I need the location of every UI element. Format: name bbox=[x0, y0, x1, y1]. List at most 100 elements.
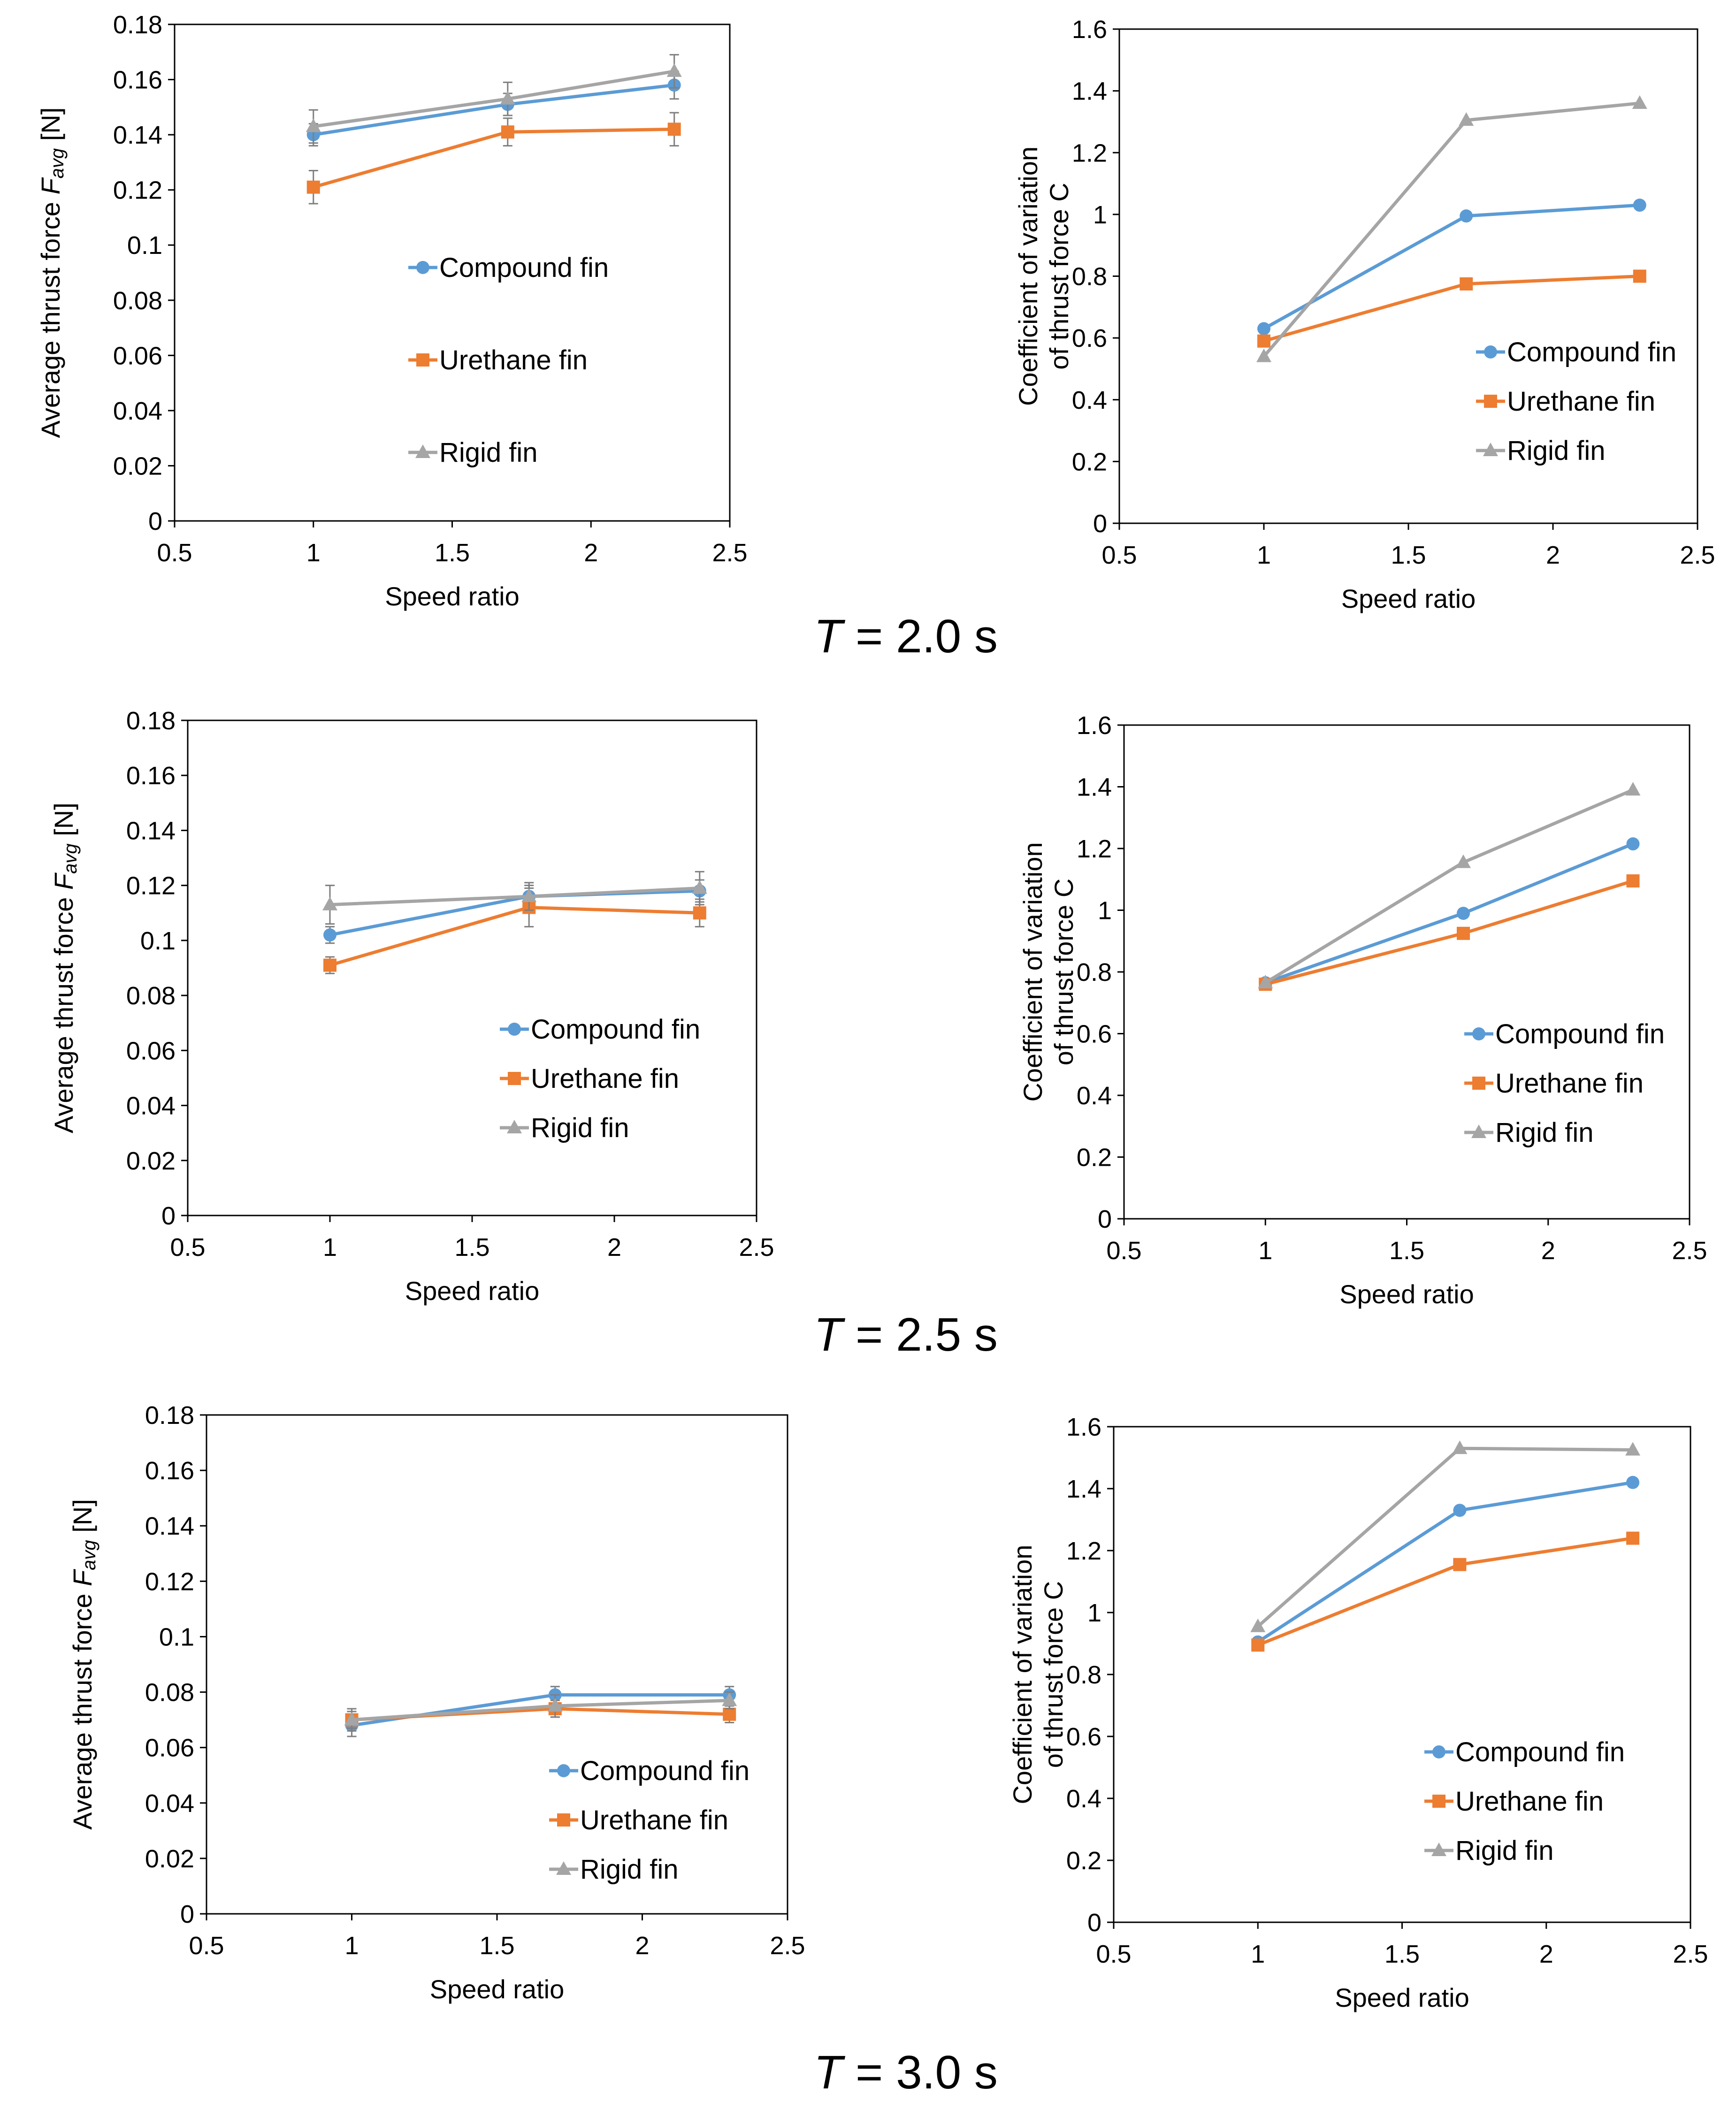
legend-label-compound-fin: Compound fin bbox=[580, 1756, 749, 1786]
legend-label-rigid-fin: Rigid fin bbox=[439, 437, 538, 468]
y-tick-label: 0.8 bbox=[1066, 1661, 1101, 1689]
data-point-compound-fin bbox=[1457, 907, 1470, 920]
series-urethane-fin bbox=[1259, 874, 1640, 991]
legend: Compound fin Urethane fin Rigid fin bbox=[1476, 337, 1676, 466]
y-axis-label: Coefficient of variation bbox=[1008, 1544, 1037, 1804]
y-axis-label: Coefficient of variation bbox=[1018, 842, 1048, 1101]
series-line-urethane-fin bbox=[352, 1707, 730, 1722]
x-axis-label: Speed ratio bbox=[385, 581, 519, 611]
series-line-compound-fin bbox=[1257, 1481, 1633, 1644]
x-tick-label: 1 bbox=[344, 1932, 359, 1960]
data-point-rigid-fin bbox=[500, 91, 515, 105]
data-point-urethane-fin bbox=[1626, 1531, 1640, 1545]
chart-panel-1-thrust: 0 0.02 0.04 0.06 0.08 0.1 0.12 0.14 0.16 0.18 0.5 1… bbox=[36, 11, 748, 611]
x-tick-label: 0.5 bbox=[1106, 1237, 1141, 1265]
x-tick-label: 2.5 bbox=[1680, 541, 1715, 569]
x-axis-label: Speed ratio bbox=[405, 1276, 539, 1306]
legend-marker-rigid-fin bbox=[415, 444, 430, 458]
data-point-urethane-fin bbox=[1460, 277, 1473, 291]
x-tick-label: 1.5 bbox=[1389, 1237, 1424, 1265]
series-rigid-fin bbox=[1258, 782, 1641, 989]
series-line-rigid-fin bbox=[329, 887, 700, 907]
data-point-urethane-fin bbox=[1457, 926, 1470, 940]
data-point-compound-fin bbox=[1453, 1504, 1467, 1517]
y-tick-label: 0.6 bbox=[1066, 1723, 1101, 1751]
y-tick-label: 1 bbox=[1087, 1599, 1101, 1627]
series-line-urethane-fin bbox=[329, 906, 700, 967]
y-axis-label: of thrust force C bbox=[1044, 183, 1074, 369]
y-tick-label: 0.6 bbox=[1077, 1020, 1112, 1048]
data-point-urethane-fin bbox=[306, 180, 320, 194]
data-point-rigid-fin bbox=[344, 1712, 359, 1726]
data-point-compound-fin bbox=[1633, 199, 1646, 212]
y-tick-label: 0.14 bbox=[145, 1512, 194, 1540]
series-rigid-fin bbox=[306, 54, 682, 144]
legend-marker-urethane-fin bbox=[1472, 1077, 1485, 1090]
x-tick-label: 2.5 bbox=[770, 1932, 805, 1960]
legend-label-rigid-fin: Rigid fin bbox=[1455, 1835, 1554, 1866]
y-tick-label: 1.2 bbox=[1077, 835, 1112, 863]
legend-label-urethane-fin: Urethane fin bbox=[1495, 1068, 1644, 1099]
series-urethane-fin bbox=[345, 1699, 736, 1729]
series-urethane-fin bbox=[1257, 269, 1646, 348]
legend: Compound fin Urethane fin Rigid fin bbox=[408, 252, 609, 468]
x-tick-label: 2.5 bbox=[712, 539, 747, 567]
y-tick-label: 1.4 bbox=[1077, 773, 1112, 802]
y-tick-label: 0 bbox=[1098, 1205, 1112, 1233]
legend: Compound fin Urethane fin Rigid fin bbox=[1464, 1019, 1665, 1148]
data-point-rigid-fin bbox=[1258, 975, 1273, 989]
series-compound-fin bbox=[1257, 199, 1646, 336]
legend-label-urethane-fin: Urethane fin bbox=[1455, 1786, 1604, 1817]
legend-marker-urethane-fin bbox=[1484, 395, 1497, 408]
x-tick-label: 0.5 bbox=[189, 1932, 224, 1960]
y-tick-label: 0.1 bbox=[140, 927, 176, 955]
legend-marker-compound-fin bbox=[1432, 1745, 1445, 1758]
data-point-compound-fin bbox=[1626, 837, 1640, 851]
legend: Compound fin Urethane fin Rigid fin bbox=[500, 1014, 700, 1143]
data-point-rigid-fin bbox=[1625, 1442, 1641, 1456]
y-tick-label: 0.6 bbox=[1072, 324, 1107, 352]
y-tick-label: 0.18 bbox=[126, 707, 176, 735]
data-point-rigid-fin bbox=[521, 888, 537, 902]
legend-marker-rigid-fin bbox=[507, 1120, 522, 1133]
y-tick-label: 0.18 bbox=[113, 11, 162, 39]
y-tick-label: 0.2 bbox=[1077, 1144, 1112, 1172]
data-point-rigid-fin bbox=[1625, 782, 1641, 796]
series-line-rigid-fin bbox=[1256, 1446, 1633, 1628]
y-tick-label: 0.8 bbox=[1077, 958, 1112, 986]
y-tick-label: 0.12 bbox=[126, 872, 176, 900]
legend-label-compound-fin: Compound fin bbox=[1495, 1019, 1665, 1049]
x-tick-label: 1.5 bbox=[435, 539, 470, 567]
y-tick-label: 0.1 bbox=[127, 231, 162, 260]
y-tick-label: 1.6 bbox=[1077, 711, 1112, 740]
x-axis-label: Speed ratio bbox=[1341, 584, 1476, 613]
legend-label-urethane-fin: Urethane fin bbox=[1507, 386, 1655, 417]
x-tick-label: 1 bbox=[1257, 541, 1271, 569]
chart-panel-4-cv: 0 0.2 0.4 0.6 0.8 1 1.2 1.4 1.6 0.5 1 1.5 2 2.5 Speed … bbox=[1018, 711, 1707, 1309]
plot-area-frame bbox=[206, 1414, 788, 1915]
series-line-rigid-fin bbox=[1262, 101, 1640, 358]
data-point-compound-fin bbox=[1257, 322, 1270, 336]
legend-label-compound-fin: Compound fin bbox=[531, 1014, 700, 1045]
legend-marker-urethane-fin bbox=[557, 1813, 570, 1827]
y-tick-label: 1.6 bbox=[1066, 1413, 1101, 1441]
legend-label-compound-fin: Compound fin bbox=[439, 252, 609, 283]
y-axis-label: Average thrust force Favg [N] bbox=[36, 107, 68, 438]
y-tick-label: 0.16 bbox=[126, 762, 176, 790]
y-tick-label: 0.06 bbox=[126, 1037, 176, 1065]
data-point-urethane-fin bbox=[323, 958, 336, 972]
data-point-urethane-fin bbox=[501, 125, 514, 139]
data-point-rigid-fin bbox=[547, 1698, 563, 1712]
series-line-compound-fin bbox=[313, 83, 675, 137]
legend-label-rigid-fin: Rigid fin bbox=[580, 1854, 679, 1885]
x-tick-label: 0.5 bbox=[170, 1233, 205, 1261]
x-tick-label: 2 bbox=[635, 1932, 649, 1960]
series-rigid-fin bbox=[1250, 1440, 1641, 1632]
x-tick-label: 2.5 bbox=[1672, 1237, 1707, 1265]
y-tick-label: 1 bbox=[1098, 897, 1112, 925]
y-tick-label: 0.1 bbox=[159, 1623, 194, 1651]
series-compound-fin bbox=[1259, 837, 1640, 990]
data-point-urethane-fin bbox=[723, 1707, 736, 1721]
data-point-compound-fin bbox=[1460, 209, 1473, 223]
